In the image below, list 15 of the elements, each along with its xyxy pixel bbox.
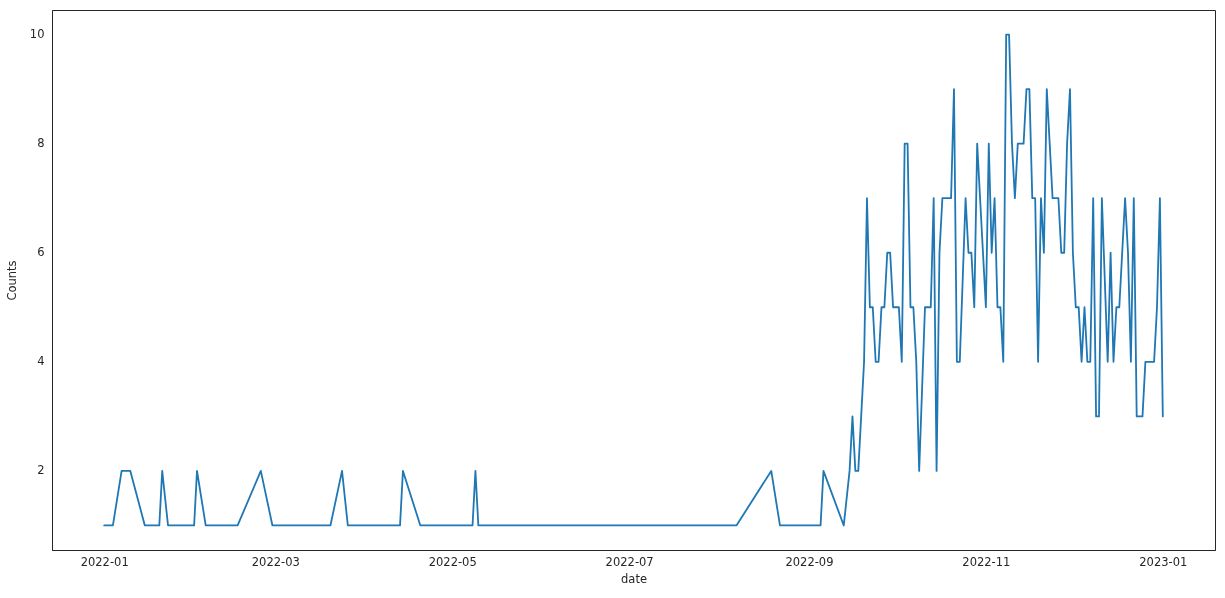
y-tick-label: 2 (37, 463, 45, 478)
x-tick-label: 2022-01 (80, 554, 129, 569)
x-tick-label: 2022-11 (962, 554, 1011, 569)
y-tick-label: 8 (37, 136, 45, 151)
x-tick-label: 2023-01 (1139, 554, 1188, 569)
y-tick-label: 6 (37, 245, 45, 260)
y-tick-label: 4 (37, 354, 45, 369)
x-tick-label: 2022-03 (251, 554, 300, 569)
x-tick-label: 2022-05 (428, 554, 477, 569)
line-series (103, 33, 1164, 527)
y-tick-label: 10 (29, 27, 45, 42)
x-tick-label: 2022-09 (785, 554, 834, 569)
x-axis-title: date (621, 572, 647, 586)
y-axis-title: Counts (4, 260, 19, 301)
x-tick-label: 2022-07 (605, 554, 654, 569)
